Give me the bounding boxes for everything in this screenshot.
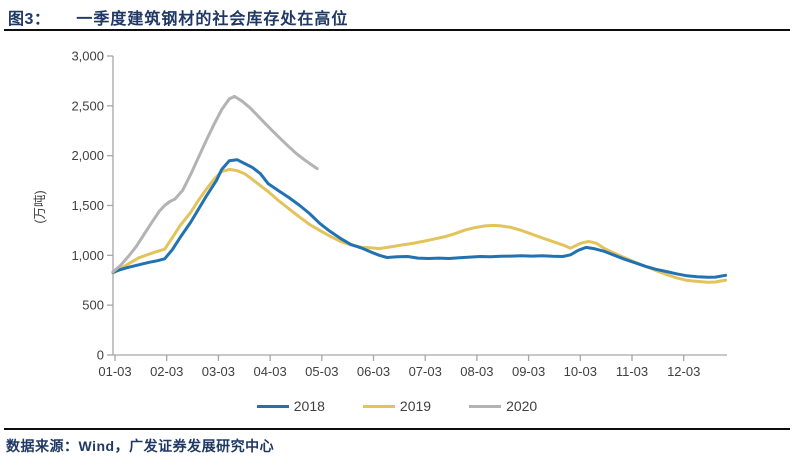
legend-label-2020: 2020	[506, 398, 538, 414]
y-tick-label: 2,000	[71, 148, 104, 163]
data-source: 数据来源：Wind，广发证券发展研究中心	[6, 438, 275, 454]
series-line-2018	[111, 158, 728, 279]
chart-legend: 2018 2019 2020	[0, 398, 794, 414]
legend-swatch-2018	[256, 404, 289, 408]
figure-number: 图3：	[8, 11, 51, 28]
y-tick-label: 2,500	[71, 98, 104, 113]
x-tick-label: 04-03	[253, 364, 286, 379]
x-tick-label: 08-03	[460, 364, 493, 379]
figure-title-row: 图3： 一季度建筑钢材的社会库存处在高位	[8, 5, 786, 29]
legend-swatch-2020	[469, 404, 502, 408]
x-tick-label: 05-03	[305, 364, 338, 379]
x-tick-label: 06-03	[357, 364, 390, 379]
x-tick-label: 01-03	[98, 364, 131, 379]
y-tick-label: 1,000	[71, 248, 104, 263]
legend-item-2020: 2020	[469, 398, 537, 414]
y-axis-title: (万吨)	[33, 190, 47, 223]
x-tick-label: 02-03	[150, 364, 183, 379]
x-tick-label: 09-03	[512, 364, 545, 379]
figure-title: 一季度建筑钢材的社会库存处在高位	[76, 11, 349, 28]
y-tick-label: 500	[82, 298, 104, 313]
legend-label-2018: 2018	[293, 398, 325, 414]
y-tick-label: 3,000	[71, 49, 104, 64]
x-tick-label: 03-03	[202, 364, 235, 379]
y-tick-label: 0	[97, 348, 104, 363]
legend-label-2019: 2019	[399, 398, 432, 414]
x-tick-label: 10-03	[564, 364, 597, 379]
top-divider	[4, 29, 790, 31]
bottom-divider	[4, 428, 790, 430]
y-tick-label: 1,500	[71, 198, 104, 213]
series-line-2019	[111, 167, 728, 284]
line-chart: 0 500 1,000 1,500 2,000 2,500 3,000 01-03 02-03 0…	[0, 40, 794, 390]
series-line-2020	[111, 94, 319, 274]
chart-svg: 0 500 1,000 1,500 2,000 2,500 3,000 01-03 02-03 0…	[33, 49, 728, 379]
x-tick-label: 12-03	[667, 364, 700, 379]
legend-item-2019: 2019	[362, 398, 432, 414]
x-tick-label: 07-03	[409, 364, 442, 379]
x-tick-label: 11-03	[616, 364, 648, 379]
legend-item-2018: 2018	[256, 398, 325, 414]
legend-swatch-2019	[362, 404, 395, 408]
